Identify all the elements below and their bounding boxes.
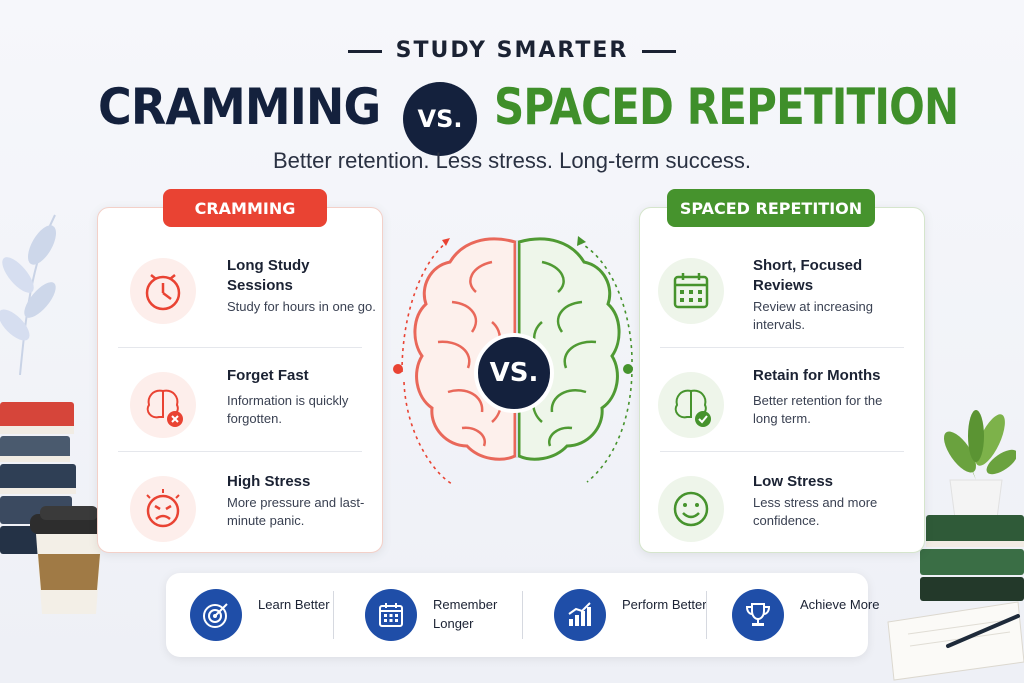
benefit-label: Achieve More (800, 597, 880, 612)
divider (118, 451, 362, 452)
brain-x-icon (130, 372, 196, 438)
spaced-item-low-stress: Low Stress Less stress and more confiden… (640, 452, 924, 556)
benefit-label: Perform Better (622, 597, 707, 612)
books-stack-right (920, 515, 1024, 601)
benefit-label: Learn Better (258, 597, 330, 612)
kicker-text: STUDY SMARTER (395, 38, 629, 63)
item-desc: Study for hours in one go. (227, 299, 376, 314)
calendar-icon (658, 258, 724, 324)
spaced-repetition-label: SPACED REPETITION (667, 189, 875, 227)
title-vs-badge: VS. (403, 82, 477, 156)
item-desc: Information is quickly forgotten. (227, 393, 349, 426)
leaf-decoration (0, 214, 56, 375)
center-vs-badge: VS. (474, 333, 554, 413)
spaced-repetition-panel: Short, Focused Reviews Review at increas… (639, 207, 925, 553)
title-cramming: CRAMMING (98, 78, 381, 136)
kicker-dash-right (642, 49, 677, 53)
potted-plant (943, 410, 1016, 527)
notebook-with-pen (887, 601, 1024, 681)
title-spaced-repetition: SPACED REPETITION (494, 78, 959, 136)
item-title: Long Study Sessions (227, 257, 310, 294)
separator (333, 591, 334, 639)
cramming-label: CRAMMING (163, 189, 327, 227)
books-stack-left (0, 402, 76, 554)
benefit-label: Remember Longer (433, 597, 498, 631)
cramming-item-high-stress: High Stress More pressure and last-minut… (98, 452, 382, 556)
spaced-item-retain-months: Retain for Months Better retention for t… (640, 348, 924, 452)
cramming-item-long-sessions: Long Study Sessions Study for hours in o… (98, 234, 382, 348)
item-title: Low Stress (753, 473, 834, 490)
benefits-bar: Learn Better Remember Longer Perform Bet… (166, 573, 879, 657)
growth-chart-icon (554, 589, 606, 641)
item-title: Retain for Months (753, 367, 881, 384)
trophy-icon (732, 589, 784, 641)
subtitle: Better retention. Less stress. Long-term… (272, 148, 752, 173)
angry-face-icon (130, 476, 196, 542)
item-title: High Stress (227, 473, 311, 490)
split-brain-illustration (393, 236, 633, 485)
divider (660, 347, 904, 348)
item-desc: More pressure and last-minute panic. (227, 495, 365, 528)
item-desc: Review at increasing intervals. (753, 299, 873, 332)
kicker-dash-left (347, 49, 382, 53)
separator (522, 591, 523, 639)
item-desc: Better retention for the long term. (753, 393, 883, 426)
kicker-heading: STUDY SMARTER (0, 38, 1024, 63)
divider (660, 451, 904, 452)
item-title: Short, Focused Reviews (753, 257, 863, 294)
clock-icon (130, 258, 196, 324)
separator (706, 591, 707, 639)
smile-face-icon (658, 476, 724, 542)
item-title: Forget Fast (227, 367, 309, 384)
cramming-item-forget-fast: Forget Fast Information is quickly forgo… (98, 348, 382, 452)
cramming-panel: Long Study Sessions Study for hours in o… (97, 207, 383, 553)
target-icon (190, 589, 242, 641)
spaced-item-short-reviews: Short, Focused Reviews Review at increas… (640, 234, 924, 348)
brain-check-icon (658, 372, 724, 438)
divider (118, 347, 362, 348)
item-desc: Less stress and more confidence. (753, 495, 878, 528)
calendar-icon (365, 589, 417, 641)
